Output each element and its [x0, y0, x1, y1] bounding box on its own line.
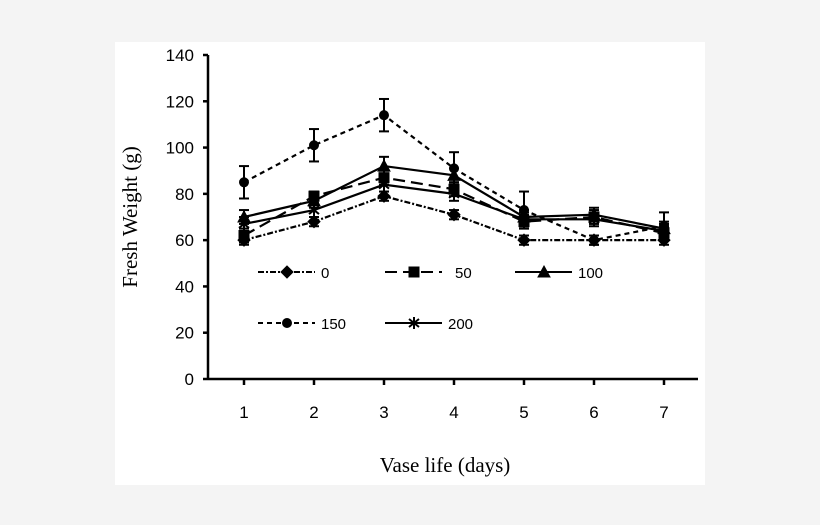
x-tick-label: 6 — [589, 403, 598, 422]
legend-label: 150 — [321, 316, 346, 333]
y-tick-label: 100 — [166, 139, 194, 158]
circle-marker — [379, 110, 389, 121]
square-marker — [238, 230, 250, 242]
x-tick-label: 3 — [379, 403, 388, 422]
star-marker — [378, 178, 390, 191]
series-200 — [238, 176, 670, 239]
diamond-marker — [377, 189, 391, 203]
triangle-marker — [537, 264, 551, 278]
star-stroke — [408, 318, 420, 328]
y-tick-label: 140 — [166, 46, 194, 65]
legend-item-50: 50 — [385, 265, 472, 282]
star-stroke — [308, 205, 320, 215]
x-tick-label: 2 — [309, 403, 318, 422]
legend-label: 0 — [321, 265, 329, 282]
y-tick-label: 0 — [185, 370, 194, 389]
star-stroke — [518, 214, 530, 225]
chart-panel — [115, 42, 705, 485]
circle-marker — [282, 318, 292, 328]
circle-marker — [449, 163, 459, 174]
square-marker — [408, 266, 420, 278]
legend-label: 50 — [455, 265, 472, 282]
x-tick-label: 4 — [449, 403, 458, 422]
star-stroke — [588, 214, 600, 225]
circle-marker — [589, 235, 599, 246]
star-marker — [658, 224, 670, 237]
y-axis-label: Fresh Weight (g) — [118, 146, 142, 287]
legend-item-100: 100 — [515, 264, 603, 282]
series-150 — [239, 97, 669, 246]
y-tick-label: 20 — [175, 324, 194, 343]
legend-item-200: 200 — [385, 316, 473, 333]
x-tick-label: 1 — [239, 403, 248, 422]
legend-label: 100 — [578, 265, 603, 282]
diamond-marker — [517, 233, 531, 247]
circle-marker — [309, 140, 319, 151]
star-marker — [448, 187, 460, 200]
y-tick-label: 40 — [175, 277, 194, 296]
diamond-marker — [280, 265, 294, 279]
star-stroke — [378, 179, 390, 190]
star-marker — [238, 217, 250, 230]
x-axis-label: Vase life (days) — [380, 453, 511, 477]
legend-item-150: 150 — [258, 316, 346, 333]
diamond-marker — [307, 214, 321, 229]
legend-item-0: 0 — [258, 265, 329, 282]
y-tick-label: 80 — [175, 185, 194, 204]
y-tick-label: 60 — [175, 231, 194, 250]
star-marker — [518, 213, 530, 226]
y-tick-label: 120 — [166, 92, 194, 111]
star-marker — [308, 204, 320, 217]
diamond-marker — [447, 207, 461, 222]
star-stroke — [448, 189, 460, 199]
legend-label: 200 — [448, 316, 473, 333]
x-tick-label: 7 — [659, 403, 668, 422]
x-tick-label: 5 — [519, 403, 528, 422]
circle-marker — [239, 177, 249, 188]
star-marker — [588, 213, 600, 226]
star-stroke — [658, 226, 670, 236]
star-marker — [408, 317, 420, 329]
triangle-marker — [377, 159, 391, 172]
star-stroke — [238, 219, 250, 229]
